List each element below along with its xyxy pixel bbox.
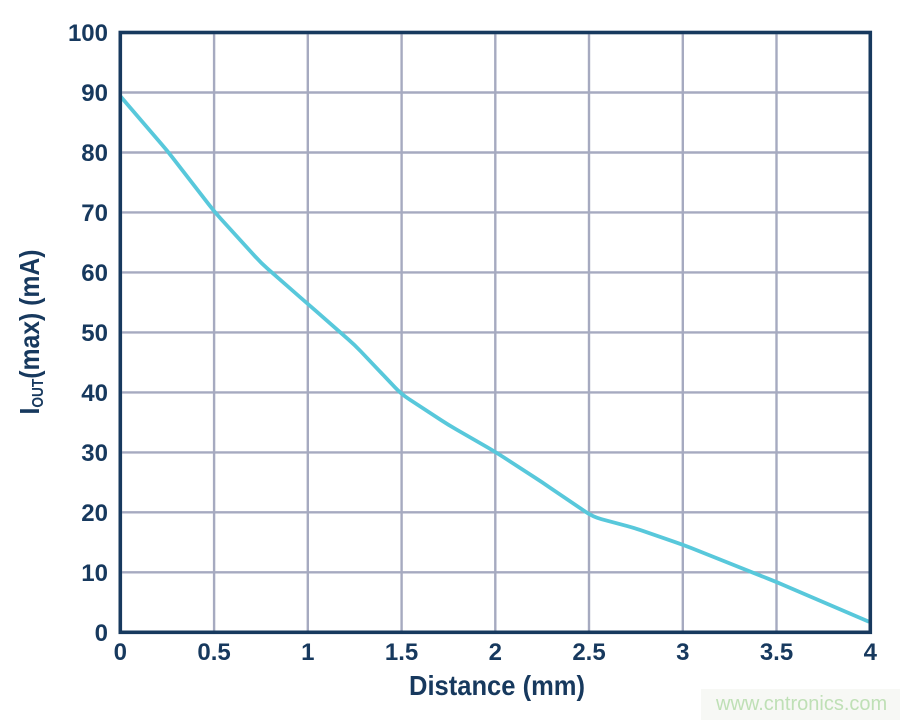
svg-text:0.5: 0.5	[197, 639, 230, 666]
svg-text:4: 4	[864, 639, 878, 666]
svg-text:20: 20	[81, 500, 108, 527]
svg-text:30: 30	[81, 440, 108, 467]
svg-text:40: 40	[81, 380, 108, 407]
svg-text:90: 90	[81, 80, 108, 107]
svg-text:70: 70	[81, 200, 108, 227]
svg-text:1.5: 1.5	[385, 639, 418, 666]
svg-text:1: 1	[301, 639, 314, 666]
svg-text:100: 100	[68, 20, 108, 47]
svg-text:0: 0	[114, 639, 127, 666]
svg-text:www.cntronics.com: www.cntronics.com	[715, 693, 887, 715]
svg-text:2: 2	[489, 639, 502, 666]
svg-text:3.5: 3.5	[760, 639, 793, 666]
svg-text:80: 80	[81, 140, 108, 167]
svg-text:60: 60	[81, 260, 108, 287]
svg-text:10: 10	[81, 560, 108, 587]
svg-text:0: 0	[95, 620, 108, 647]
svg-text:Distance (mm): Distance (mm)	[409, 670, 585, 701]
svg-text:3: 3	[676, 639, 689, 666]
svg-text:50: 50	[81, 320, 108, 347]
svg-text:2.5: 2.5	[572, 639, 605, 666]
